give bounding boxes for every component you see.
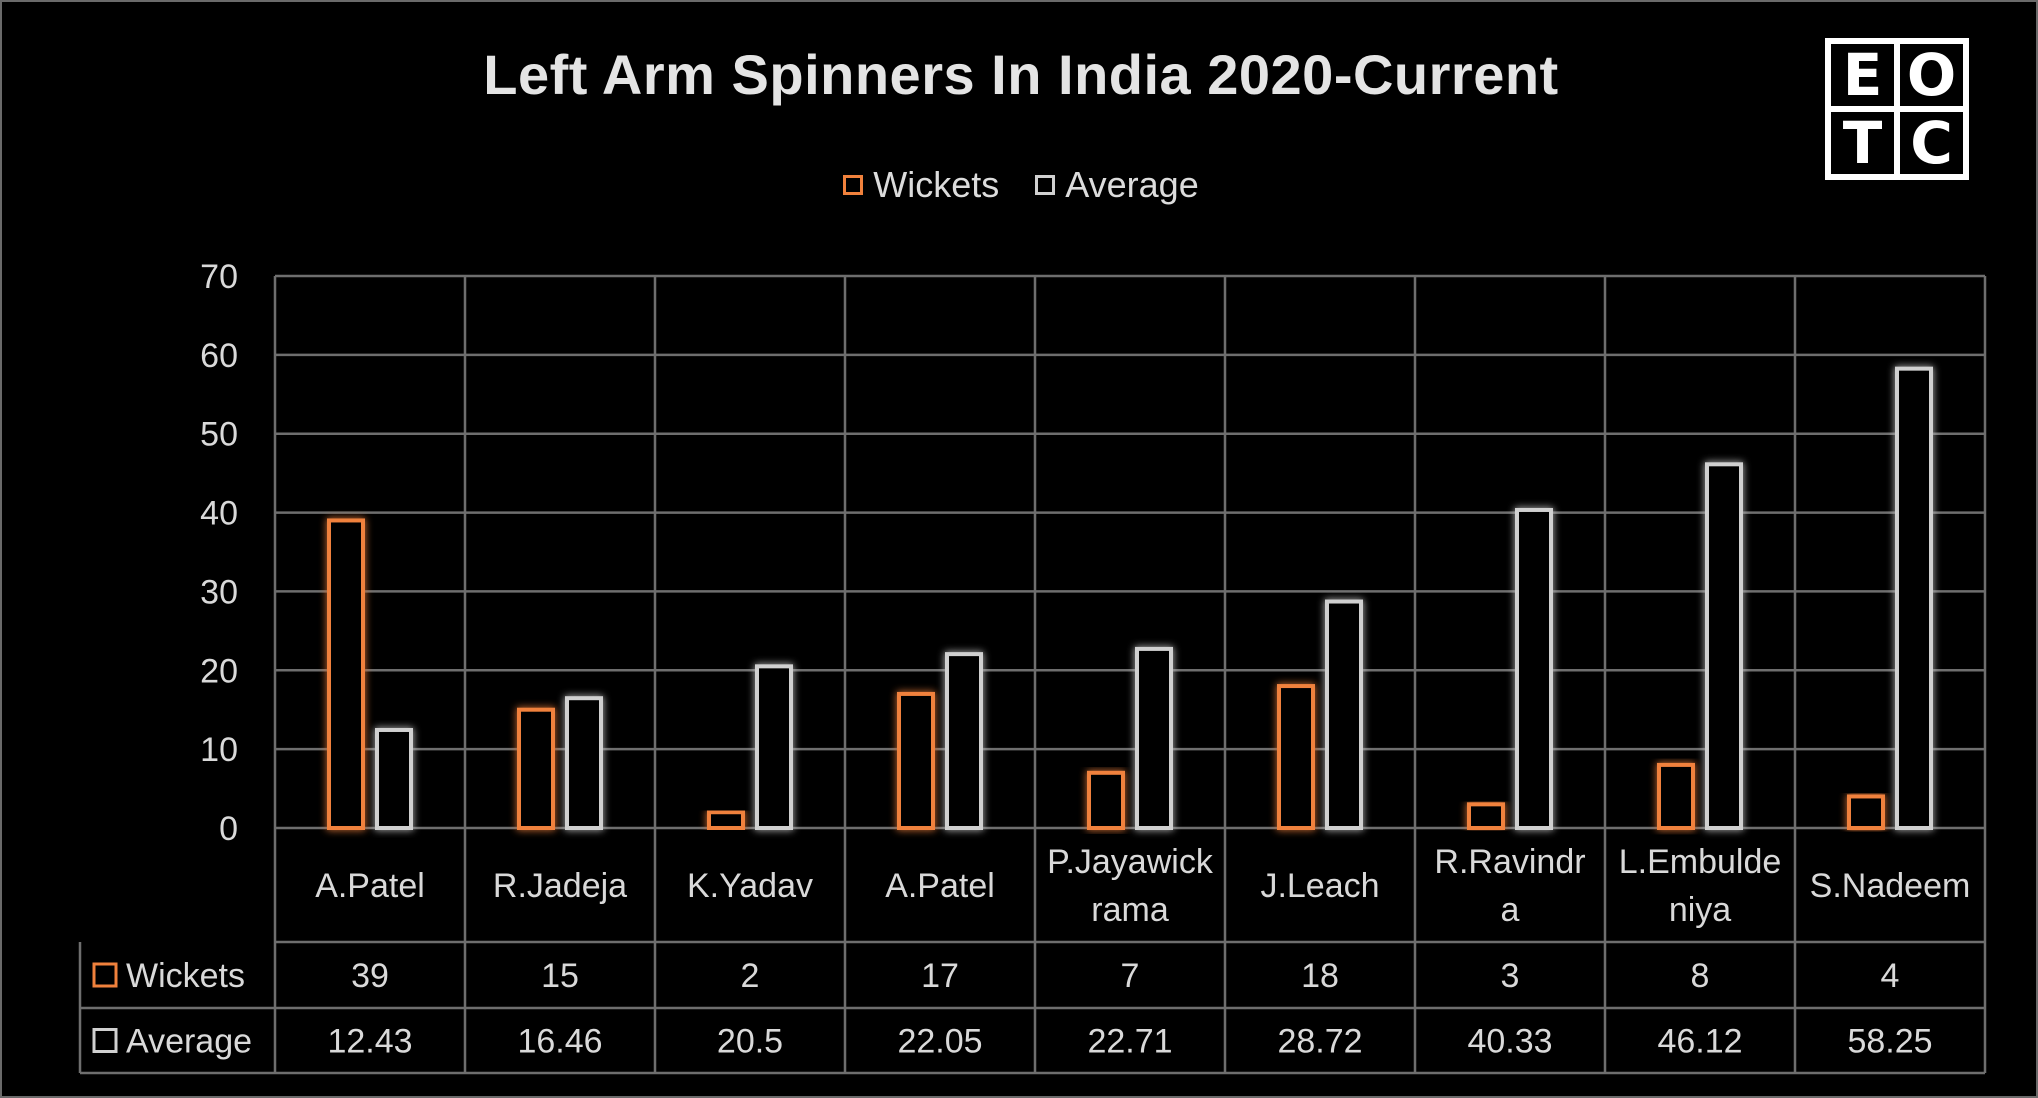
bars [327, 366, 1933, 831]
y-tick-label: 10 [200, 731, 238, 769]
y-tick-label: 40 [200, 495, 238, 533]
table-cell-wickets: 2 [741, 957, 760, 995]
bar-wickets [1847, 794, 1885, 831]
logo-letter: T [1831, 112, 1894, 174]
bar-average [945, 652, 983, 830]
table-cell-average: 22.05 [897, 1023, 982, 1061]
y-tick-label: 20 [200, 652, 238, 690]
bar-average [755, 664, 793, 830]
table-header-wickets: Wickets [126, 957, 245, 995]
table-cell-average: 16.46 [517, 1023, 602, 1061]
bar-wickets [1657, 762, 1695, 831]
bar-wickets [1087, 770, 1125, 830]
bar-average [1515, 507, 1553, 830]
table-cell-average: 12.43 [327, 1023, 412, 1061]
bar-average [375, 727, 413, 831]
table-cell-wickets: 8 [1691, 957, 1710, 995]
x-category-label: R.Ravindr [1434, 843, 1585, 881]
logo-letter: E [1831, 44, 1894, 106]
table-swatch-wickets [92, 962, 118, 988]
x-category-label: a [1501, 891, 1520, 929]
x-category-label: K.Yadav [687, 867, 813, 905]
bar-wickets [707, 810, 745, 831]
legend-label-wickets: Wickets [873, 164, 1000, 205]
x-category-label: R.Jadeja [493, 867, 627, 905]
chart-legend: Wickets Average [2, 164, 2038, 206]
legend-item-wickets: Wickets [843, 164, 999, 206]
labels: 0 10 20 30 40 50 60 70 A.Patel 39 12.43 R.Jadeja 15 1… [92, 258, 1971, 1061]
bar-wickets [327, 518, 365, 830]
table-cell-wickets: 3 [1501, 957, 1520, 995]
x-category-label: A.Patel [885, 867, 995, 905]
legend-swatch-wickets [843, 175, 864, 195]
table-cell-wickets: 39 [351, 957, 389, 995]
table-swatch-average [92, 1028, 118, 1053]
legend-label-average: Average [1065, 164, 1199, 205]
bar-average [1895, 366, 1933, 830]
x-category-label: S.Nadeem [1810, 867, 1971, 905]
table-cell-average: 58.25 [1847, 1023, 1932, 1061]
x-category-label: L.Embulde [1619, 843, 1782, 881]
bar-average [565, 696, 603, 831]
table-cell-wickets: 7 [1121, 957, 1140, 995]
bar-wickets [1277, 684, 1315, 830]
y-tick-label: 70 [200, 258, 238, 296]
legend-item-average: Average [1035, 164, 1199, 206]
bar-wickets [897, 691, 935, 831]
bar-average [1325, 599, 1363, 830]
x-category-label: rama [1091, 891, 1169, 929]
grid-lines [78, 274, 1987, 1075]
table-cell-wickets: 15 [541, 957, 579, 995]
table-cell-average: 40.33 [1467, 1023, 1552, 1061]
x-category-label: J.Leach [1260, 867, 1379, 905]
table-cell-average: 28.72 [1277, 1023, 1362, 1061]
eotc-logo: E O T C [1825, 38, 1969, 180]
x-category-label: niya [1669, 891, 1731, 929]
table-cell-average: 22.71 [1087, 1023, 1172, 1061]
table-cell-average: 46.12 [1657, 1023, 1742, 1061]
x-category-label: P.Jayawick [1047, 843, 1214, 881]
table-cell-wickets: 17 [921, 957, 959, 995]
table-cell-average: 20.5 [717, 1023, 783, 1061]
table-cell-wickets: 4 [1881, 957, 1900, 995]
y-tick-label: 60 [200, 337, 238, 375]
bar-average [1705, 462, 1743, 830]
logo-letter: O [1900, 44, 1963, 106]
y-tick-label: 50 [200, 416, 238, 454]
chart-title: Left Arm Spinners In India 2020-Current [483, 43, 1559, 106]
legend-swatch-average [1035, 175, 1056, 195]
table-cell-wickets: 18 [1301, 957, 1339, 995]
table-header-average: Average [126, 1023, 252, 1061]
y-tick-label: 0 [219, 810, 238, 848]
x-category-label: A.Patel [315, 867, 425, 905]
bar-wickets [1467, 802, 1505, 830]
bar-wickets [517, 707, 555, 831]
bar-average [1135, 646, 1173, 830]
logo-letter: C [1900, 112, 1963, 174]
y-tick-label: 30 [200, 573, 238, 611]
